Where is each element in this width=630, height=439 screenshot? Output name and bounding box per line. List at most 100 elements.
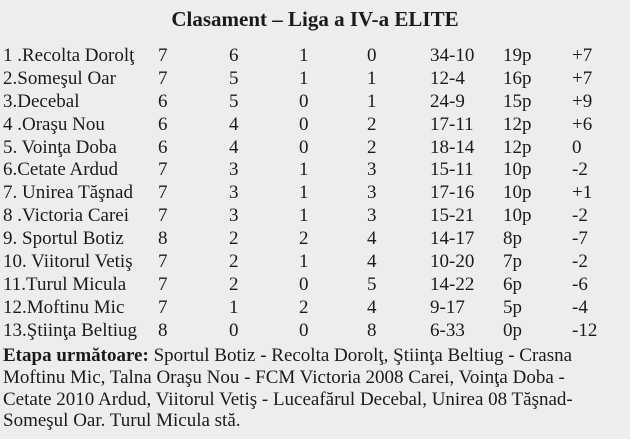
cell-diff: -12 — [572, 319, 598, 341]
cell-goals: 9-17 — [430, 296, 465, 318]
cell-team: 3.Decebal — [3, 90, 80, 112]
table-row: 8 .Victoria Carei 7 3 1 3 15-21 10p -2 — [3, 205, 630, 228]
cell-diff: -2 — [572, 205, 588, 227]
cell-played: 8 — [158, 228, 168, 250]
cell-diff: -6 — [572, 273, 588, 295]
next-round-text: Sportul Botiz - Recolta Dorolţ, Ştiinţa … — [148, 345, 573, 366]
cell-diff: +9 — [572, 90, 593, 112]
cell-won: 0 — [229, 319, 239, 341]
cell-goals: 10-20 — [430, 251, 475, 273]
cell-team: 13.Ştiinţa Beltiug — [3, 319, 138, 341]
cell-drawn: 0 — [299, 136, 309, 158]
cell-won: 3 — [229, 159, 239, 181]
cell-drawn: 2 — [299, 228, 309, 250]
next-round-line: Etapa următoare: Sportul Botiz - Recolta… — [3, 345, 629, 367]
cell-lost: 2 — [367, 136, 377, 158]
cell-goals: 15-11 — [430, 159, 474, 181]
cell-diff: -4 — [572, 296, 588, 318]
cell-drawn: 1 — [299, 182, 309, 204]
cell-diff: +6 — [572, 113, 593, 135]
cell-team: 9. Sportul Botiz — [3, 228, 124, 250]
page-title: Clasament – Liga a IV-a ELITE — [171, 7, 459, 31]
cell-lost: 4 — [367, 296, 377, 318]
cell-lost: 1 — [367, 90, 377, 112]
cell-lost: 4 — [367, 251, 377, 273]
table-row: 5. Voinţa Doba 6 4 0 2 18-14 12p 0 — [3, 137, 630, 160]
cell-drawn: 0 — [299, 273, 309, 295]
cell-won: 2 — [229, 273, 239, 295]
cell-won: 2 — [229, 251, 239, 273]
cell-points: 19p — [503, 45, 532, 66]
cell-won: 5 — [229, 90, 239, 112]
table-row: 1 .Recolta Dorolţ 7 6 1 0 34-10 19p +7 — [3, 45, 630, 68]
cell-played: 7 — [158, 251, 168, 273]
cell-played: 7 — [158, 296, 168, 318]
cell-points: 10p — [503, 182, 532, 204]
table-row: 13.Ştiinţa Beltiug 8 0 0 8 6-33 0p -12 — [3, 320, 630, 343]
cell-points: 15p — [503, 90, 532, 112]
cell-diff: +7 — [572, 67, 593, 89]
table-row: 10. Viitorul Vetiş 7 2 1 4 10-20 7p -2 — [3, 251, 630, 274]
cell-won: 3 — [229, 205, 239, 227]
table-row: 4 .Oraşu Nou 6 4 0 2 17-11 12p +6 — [3, 114, 630, 137]
cell-won: 4 — [229, 136, 239, 158]
next-round-line: Cetate 2010 Ardud, Viitorul Vetiş - Luce… — [3, 388, 573, 410]
table-row: 11.Turul Micula 7 2 0 5 14-22 6p -6 — [3, 274, 630, 297]
cell-lost: 4 — [367, 228, 377, 250]
cell-team: 10. Viitorul Vetiş — [3, 251, 133, 273]
cell-lost: 0 — [367, 45, 377, 66]
cell-goals: 15-21 — [430, 205, 475, 227]
cell-goals: 14-17 — [430, 228, 475, 250]
cell-points: 16p — [503, 67, 532, 89]
cell-played: 7 — [158, 182, 168, 204]
cell-points: 5p — [503, 296, 522, 318]
cell-goals: 14-22 — [430, 273, 475, 295]
cell-team: 12.Moftinu Mic — [3, 296, 125, 318]
cell-drawn: 1 — [299, 45, 309, 66]
cell-points: 0p — [503, 319, 522, 341]
cell-played: 7 — [158, 205, 168, 227]
next-round-label: Etapa următoare: — [3, 345, 149, 366]
cell-lost: 3 — [367, 205, 377, 227]
cell-goals: 18-14 — [430, 136, 475, 158]
cell-goals: 17-11 — [430, 113, 474, 135]
cell-played: 7 — [158, 273, 168, 295]
cell-drawn: 0 — [299, 319, 309, 341]
cell-lost: 3 — [367, 182, 377, 204]
cell-drawn: 1 — [299, 205, 309, 227]
cell-won: 4 — [229, 113, 239, 135]
cell-points: 10p — [503, 205, 532, 227]
cell-played: 6 — [158, 90, 168, 112]
cell-team: 6.Cetate Ardud — [3, 159, 119, 181]
cell-drawn: 2 — [299, 296, 309, 318]
cell-won: 2 — [229, 228, 239, 250]
cell-drawn: 1 — [299, 159, 309, 181]
cell-goals: 12-4 — [430, 67, 465, 89]
cell-lost: 5 — [367, 273, 377, 295]
cell-team: 2.Someşul Oar — [3, 67, 116, 89]
cell-team: 1 .Recolta Dorolţ — [3, 45, 135, 66]
cell-diff: -2 — [572, 251, 588, 273]
cell-team: 8 .Victoria Carei — [3, 205, 130, 227]
next-round-line: Moftinu Mic, Talna Oraşu Nou - FCM Victo… — [3, 366, 565, 388]
cell-lost: 8 — [367, 319, 377, 341]
cell-played: 6 — [158, 113, 168, 135]
cell-points: 12p — [503, 136, 532, 158]
cell-played: 7 — [158, 67, 168, 89]
cell-team: 7. Unirea Tăşnad — [3, 182, 133, 204]
cell-won: 5 — [229, 67, 239, 89]
next-round-line: Someşul Oar. Turul Micula stă. — [3, 410, 241, 432]
cell-points: 6p — [503, 273, 522, 295]
standings-table: 1 .Recolta Dorolţ 7 6 1 0 34-10 19p +7 2.Someşul… — [3, 45, 630, 343]
cell-points: 12p — [503, 113, 532, 135]
cell-won: 6 — [229, 45, 239, 66]
cell-drawn: 0 — [299, 90, 309, 112]
cell-diff: +7 — [572, 45, 593, 66]
table-row: 3.Decebal 6 5 0 1 24-9 15p +9 — [3, 91, 630, 114]
cell-team: 4 .Oraşu Nou — [3, 113, 105, 135]
cell-points: 8p — [503, 228, 522, 250]
cell-goals: 24-9 — [430, 90, 465, 112]
cell-played: 7 — [158, 159, 168, 181]
cell-played: 6 — [158, 136, 168, 158]
cell-goals: 34-10 — [430, 45, 475, 66]
